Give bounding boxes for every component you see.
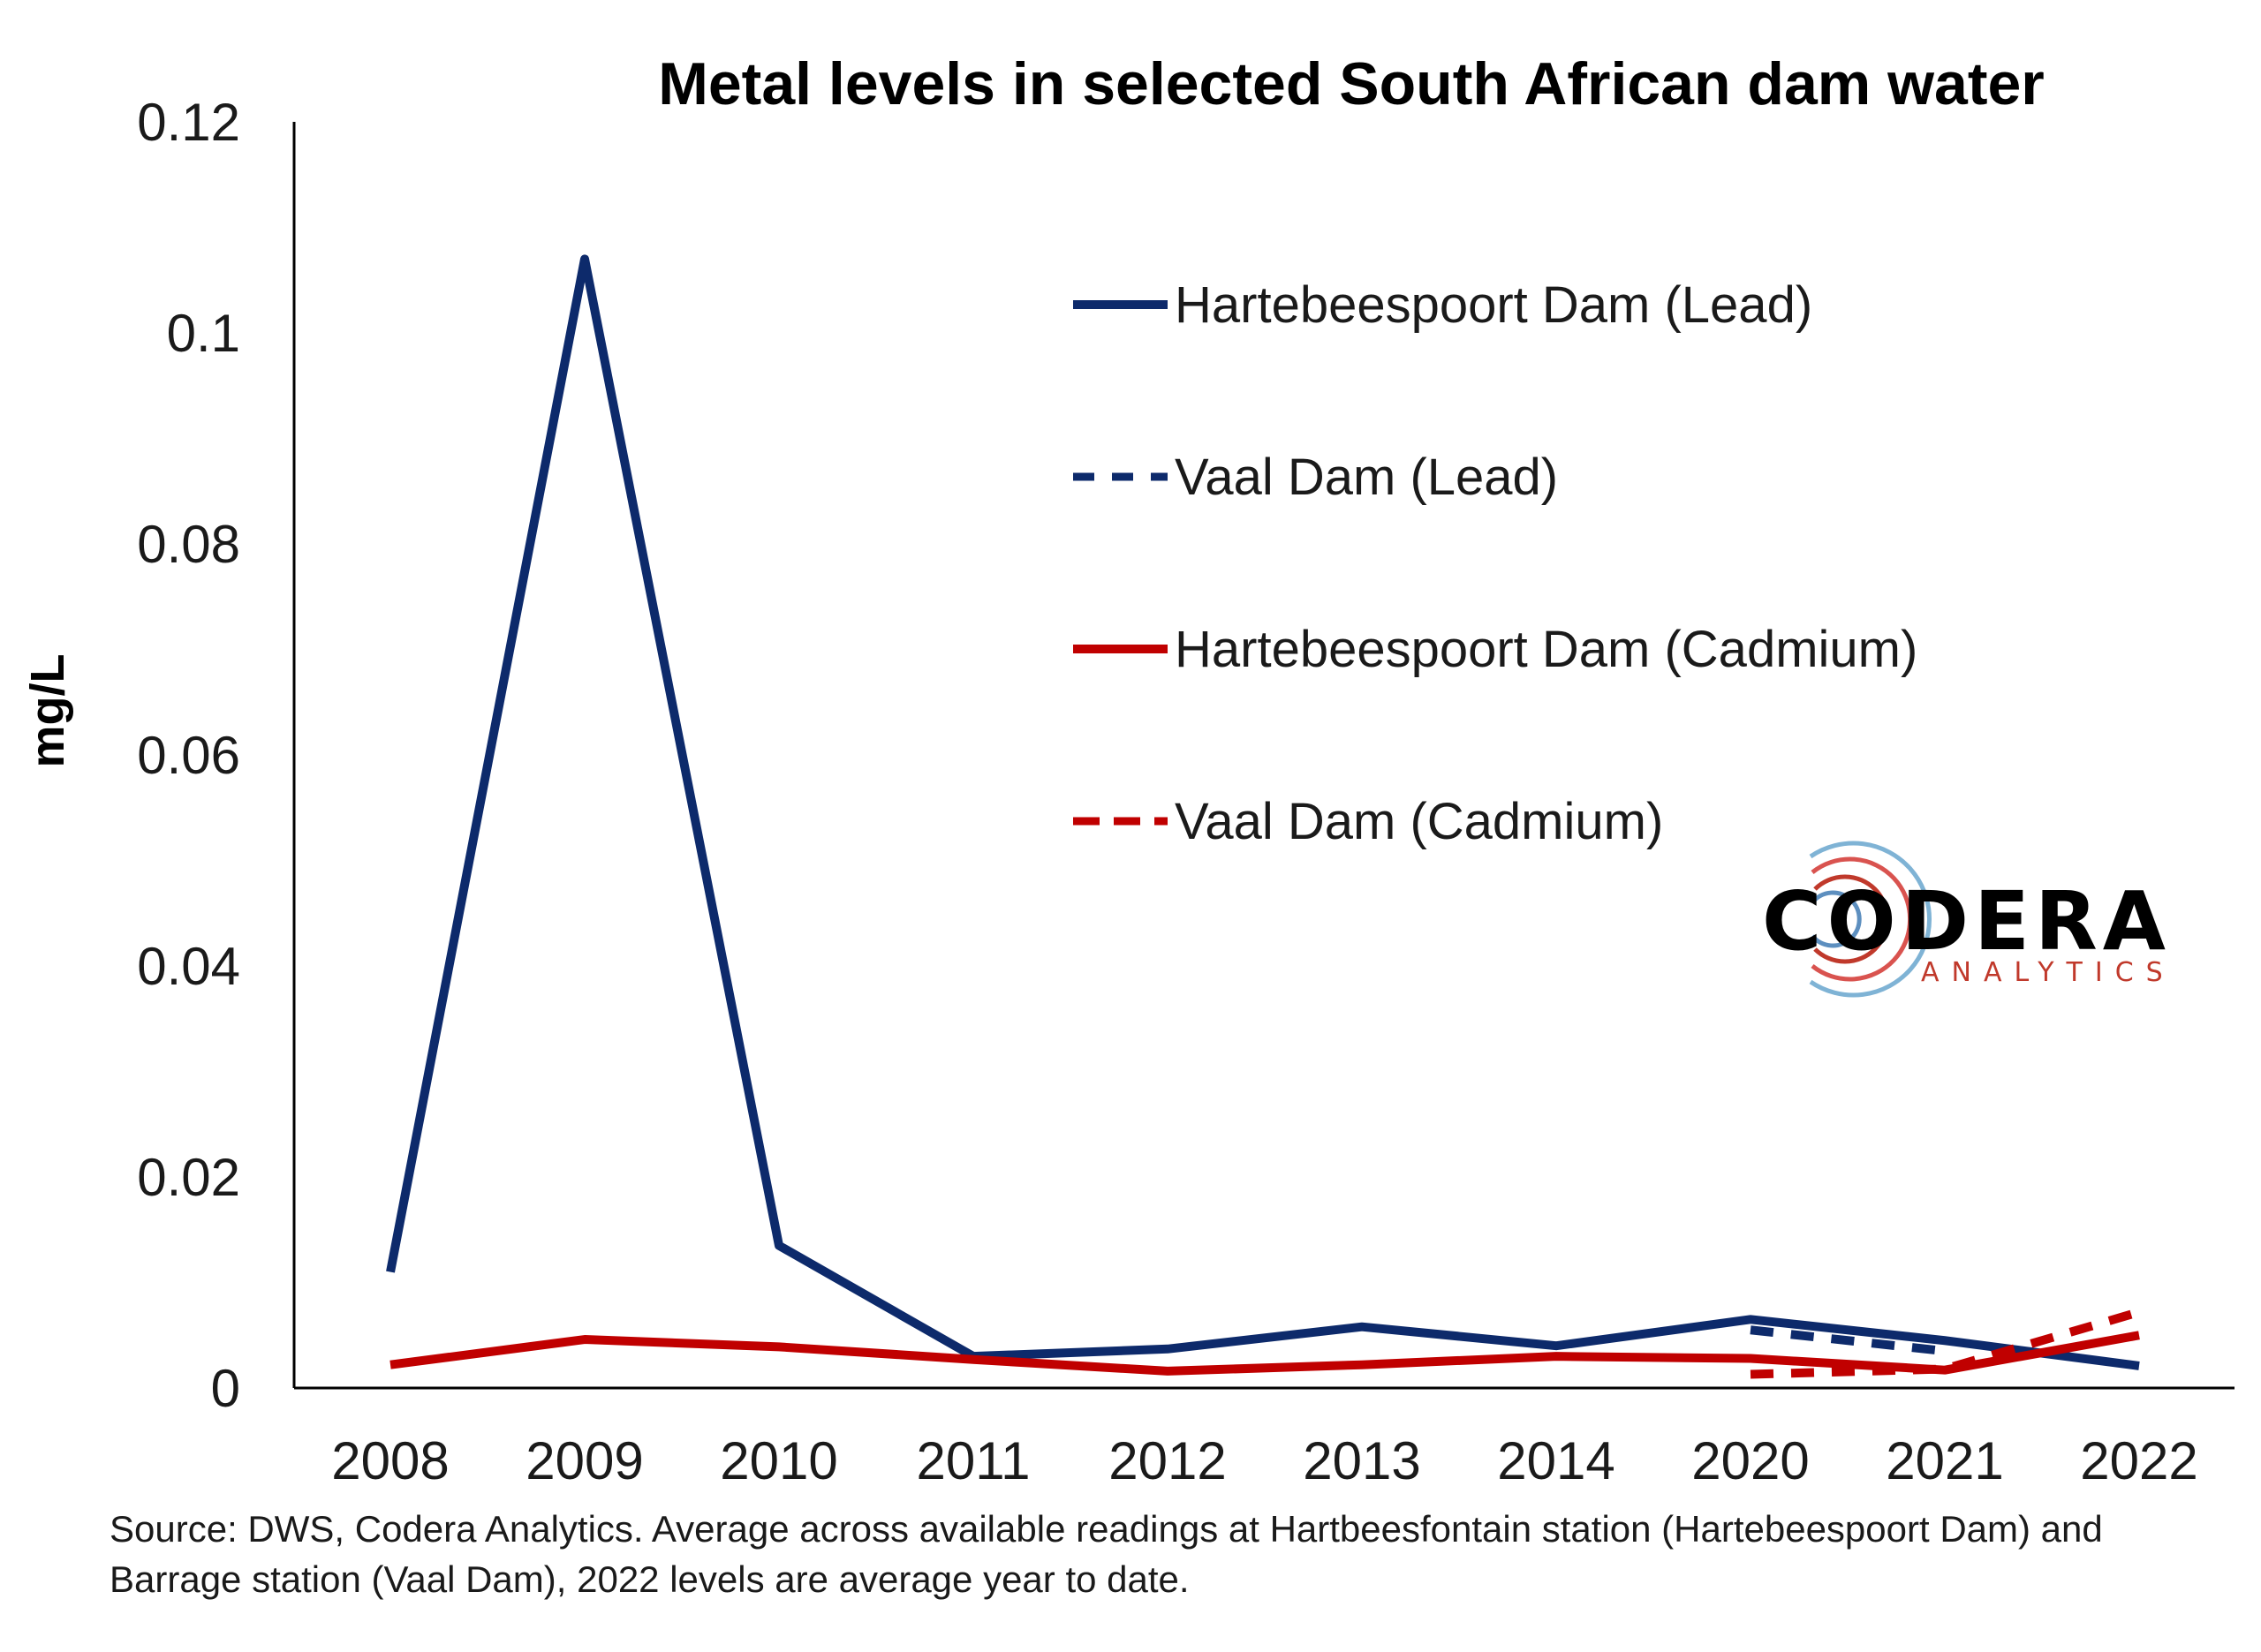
source-note: Source: DWS, Codera Analytics. Average a… [110,1508,2103,1600]
y-tick-label: 0.04 [137,937,240,996]
x-tick-label: 2008 [331,1431,449,1490]
legend-label-1: Hartebeespoort Dam (Lead) [1175,276,1812,334]
legend-label-4: Vaal Dam (Cadmium) [1175,793,1663,850]
logo-main-text: CODERA [1762,874,2171,969]
x-tick-label: 2020 [1691,1431,1809,1490]
legend-label-2: Vaal Dam (Lead) [1175,449,1558,506]
series-line-3 [389,1331,2140,1376]
x-tick-label: 2011 [916,1431,1030,1490]
logo-sub-text: ANALYTICS [1921,957,2175,988]
y-axis-label: mg/L [21,654,74,768]
y-tick-label: 0.02 [137,1148,240,1207]
series-lines [386,254,2141,1379]
y-tick-label: 0.1 [167,304,240,363]
chart-title: Metal levels in selected South African d… [658,50,2045,117]
y-tick-label: 0.08 [137,515,240,574]
codera-logo: CODERA ANALYTICS [1762,841,2175,998]
series-line-2 [1750,1325,1946,1356]
legend-label-3: Hartebeespoort Dam (Cadmium) [1175,621,1917,678]
y-axis-ticks: 0 0.02 0.04 0.06 0.08 0.1 0.12 [137,93,240,1418]
x-tick-label: 2014 [1497,1431,1614,1490]
x-tick-label: 2021 [1886,1431,2003,1490]
series-line-4 [1750,1308,2141,1379]
y-tick-label: 0.06 [137,726,240,785]
x-axis-ticks: 2008 2009 2010 2011 2012 2013 2014 2020 2021 2022 [331,1431,2197,1490]
x-tick-label: 2012 [1108,1431,1226,1490]
logo-mark-icon [1809,841,1932,998]
y-tick-label: 0 [211,1359,240,1418]
y-tick-label: 0.12 [137,93,240,152]
legend: Hartebeespoort Dam (Lead) Vaal Dam (Lead)… [1073,276,1917,850]
x-tick-label: 2010 [720,1431,837,1490]
series-line-1 [386,254,2140,1370]
x-tick-label: 2009 [526,1431,643,1490]
x-tick-label: 2022 [2080,1431,2197,1490]
x-tick-label: 2013 [1303,1431,1420,1490]
